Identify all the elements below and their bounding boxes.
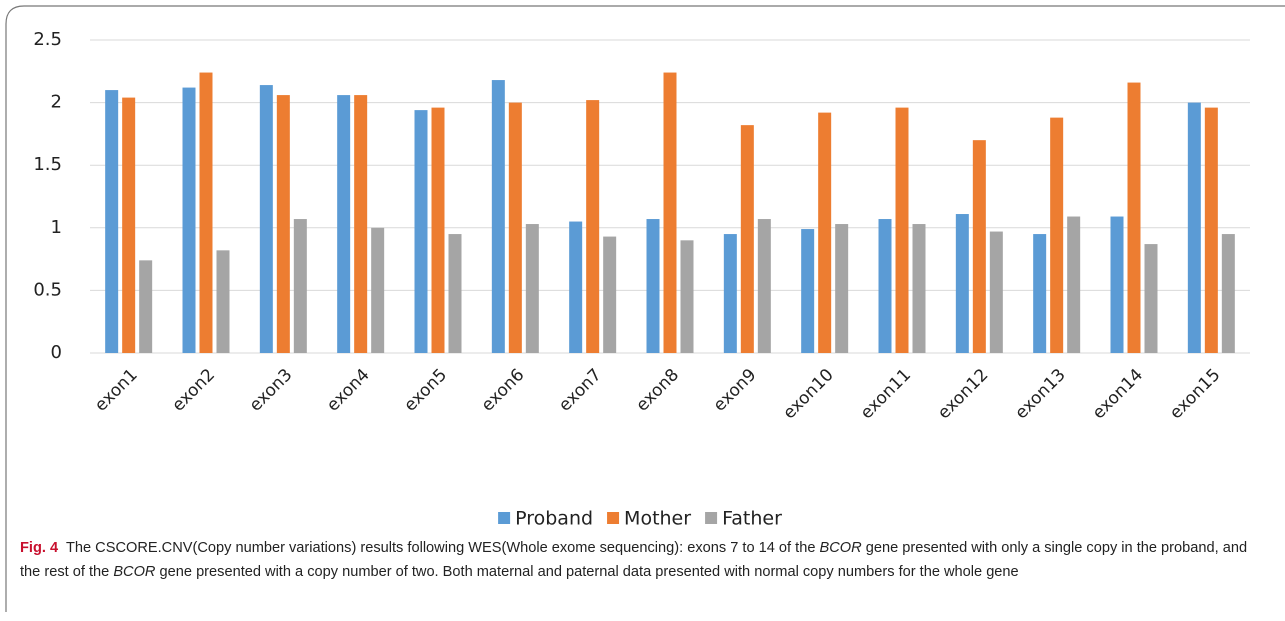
y-tick-label: 2.5 bbox=[33, 29, 62, 50]
bar bbox=[972, 140, 986, 353]
legend-swatch bbox=[705, 512, 718, 524]
y-tick-label: 1.5 bbox=[33, 154, 62, 175]
x-tick-label: exon12 bbox=[934, 365, 992, 423]
y-tick-label: 0 bbox=[51, 342, 62, 363]
frame bbox=[5, 5, 1285, 612]
bar bbox=[431, 107, 445, 353]
bar bbox=[139, 260, 153, 353]
bar bbox=[680, 240, 694, 353]
bar bbox=[912, 224, 926, 353]
bar bbox=[508, 102, 522, 353]
y-tick-label: 1 bbox=[51, 217, 62, 238]
bar bbox=[371, 227, 385, 353]
x-tick-label: exon14 bbox=[1089, 365, 1147, 423]
x-tick-label: exon10 bbox=[779, 365, 837, 423]
bar bbox=[586, 100, 600, 353]
x-tick-label: exon13 bbox=[1011, 365, 1069, 423]
bar bbox=[1050, 117, 1064, 354]
y-tick-label: 0.5 bbox=[33, 279, 62, 300]
bar bbox=[835, 224, 849, 353]
x-tick-label: exon7 bbox=[555, 365, 606, 416]
bar bbox=[354, 95, 368, 353]
bar bbox=[276, 95, 290, 353]
x-tick-label: exon3 bbox=[246, 365, 297, 416]
x-tick-label: exon9 bbox=[710, 365, 761, 416]
x-tick-label: exon8 bbox=[632, 365, 683, 416]
bar bbox=[955, 214, 969, 353]
bar bbox=[1187, 102, 1201, 353]
bar bbox=[414, 110, 428, 353]
x-tick-label: exon2 bbox=[168, 365, 219, 416]
x-tick-label: exon5 bbox=[400, 365, 451, 416]
bar bbox=[105, 90, 119, 353]
caption-label: Fig. 4 bbox=[20, 540, 59, 556]
bar bbox=[182, 87, 196, 354]
bar bbox=[1127, 82, 1141, 354]
bar bbox=[801, 229, 815, 353]
legend-label: Proband bbox=[515, 508, 593, 530]
legend-swatch bbox=[607, 512, 620, 524]
bar bbox=[723, 234, 737, 353]
caption-text: gene presented with a copy number of two… bbox=[159, 564, 1019, 580]
x-tick-label: exon11 bbox=[857, 365, 915, 423]
bar bbox=[603, 236, 617, 353]
bar bbox=[818, 112, 832, 353]
legend-label: Father bbox=[722, 508, 782, 530]
bar bbox=[663, 72, 677, 353]
bar bbox=[646, 219, 660, 353]
bar bbox=[757, 219, 771, 353]
bar bbox=[122, 97, 136, 353]
legend-label: Mother bbox=[624, 508, 691, 530]
caption-text: gene presented with only a single copy i… bbox=[20, 540, 1248, 580]
bar bbox=[989, 231, 1003, 353]
bar bbox=[337, 95, 351, 353]
bar bbox=[259, 85, 273, 354]
x-tick-label: exon4 bbox=[323, 365, 374, 416]
bar bbox=[216, 250, 230, 353]
bar bbox=[199, 72, 213, 353]
bar bbox=[1033, 234, 1047, 353]
bar bbox=[569, 221, 583, 353]
bar bbox=[448, 234, 462, 353]
bar bbox=[1067, 216, 1081, 353]
bar bbox=[740, 125, 754, 353]
bar bbox=[1110, 216, 1124, 353]
caption-text: The CSCORE.CNV(Copy number variations) r… bbox=[65, 540, 816, 556]
bar bbox=[1144, 244, 1158, 353]
x-tick-label: exon1 bbox=[91, 365, 142, 416]
bar bbox=[895, 107, 909, 353]
bar bbox=[293, 219, 307, 353]
y-tick-label: 2 bbox=[51, 92, 62, 113]
bar bbox=[525, 224, 539, 353]
caption-gene: BCOR bbox=[819, 540, 862, 556]
bar bbox=[878, 219, 892, 353]
bar bbox=[1204, 107, 1218, 353]
x-tick-label: exon15 bbox=[1166, 365, 1224, 423]
caption-gene: BCOR bbox=[113, 564, 156, 580]
bar bbox=[491, 80, 505, 354]
x-tick-label: exon6 bbox=[478, 365, 529, 416]
bar bbox=[1221, 234, 1235, 353]
caption: Fig. 4 The CSCORE.CNV(Copy number variat… bbox=[20, 536, 1270, 584]
legend-swatch bbox=[498, 512, 511, 524]
